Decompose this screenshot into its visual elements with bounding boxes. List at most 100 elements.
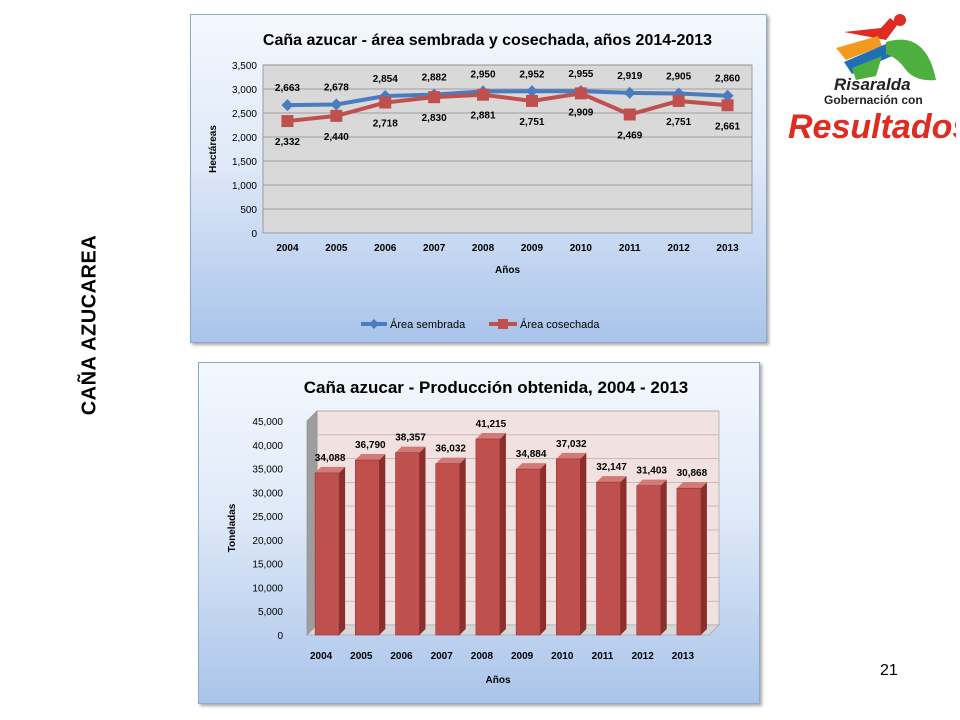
- production-chart-panel: Caña azucar - Producción obtenida, 2004 …: [198, 362, 760, 704]
- gridline-side: [306, 410, 318, 422]
- y-tick-label: 30,000: [252, 488, 283, 499]
- x-tick-label: 2011: [592, 651, 614, 662]
- data-label: 2,661: [715, 121, 740, 132]
- data-label: 2,663: [275, 83, 300, 94]
- data-label: 2,718: [373, 119, 398, 130]
- data-label: 2,440: [324, 132, 349, 143]
- data-point: [672, 94, 685, 107]
- data-label: 36,790: [355, 440, 386, 451]
- bar-top: [435, 457, 466, 464]
- x-tick-label: 2006: [390, 651, 413, 662]
- data-point: [330, 109, 343, 122]
- data-label: 34,088: [315, 453, 346, 464]
- data-label: 37,032: [556, 439, 587, 450]
- data-label: 2,751: [519, 117, 544, 128]
- chart-title: Caña azucar - área sembrada y cosechada,…: [263, 32, 712, 49]
- data-label: 2,909: [568, 107, 593, 118]
- data-label: 30,868: [677, 468, 708, 479]
- x-tick-label: 2005: [325, 243, 348, 254]
- y-tick-label: 3,000: [232, 85, 257, 96]
- data-label: 2,905: [666, 72, 691, 83]
- y-tick-label: 0: [251, 229, 257, 240]
- y-tick-label: 45,000: [252, 417, 283, 428]
- x-tick-label: 2009: [521, 243, 544, 254]
- y-tick-label: 2,000: [232, 133, 257, 144]
- data-label: 2,860: [715, 74, 740, 85]
- data-label: 2,854: [373, 74, 398, 85]
- chart-title: Caña azucar - Producción obtenida, 2004 …: [304, 378, 689, 397]
- data-label: 2,881: [471, 111, 496, 122]
- data-label: 2,332: [275, 137, 300, 148]
- y-tick-label: 35,000: [252, 465, 283, 476]
- bar: [355, 459, 380, 636]
- risaralda-logo-graphic: Risaralda Gobernación con Resultados: [788, 14, 960, 146]
- data-point: [281, 115, 294, 128]
- data-point: [428, 91, 441, 104]
- gridline-side: [306, 458, 318, 469]
- y-tick-label: 3,500: [232, 61, 257, 72]
- legend-label: Área sembrada: [390, 318, 466, 331]
- x-tick-label: 2013: [672, 651, 695, 662]
- x-tick-label: 2012: [668, 243, 691, 254]
- data-point: [623, 108, 636, 121]
- side-title: CAÑA AZUCAREA: [70, 210, 110, 440]
- bar-side: [660, 479, 667, 635]
- data-point: [721, 89, 734, 102]
- data-label: 32,147: [596, 462, 627, 473]
- y-tick-label: 20,000: [252, 536, 283, 547]
- data-point: [623, 86, 636, 99]
- legend-marker-cosechada: [498, 319, 508, 329]
- bar-top: [556, 452, 587, 459]
- bar-top: [355, 454, 386, 461]
- bar-side: [379, 454, 386, 635]
- bar-top: [475, 432, 506, 439]
- x-axis-label: Años: [486, 675, 511, 686]
- data-label: 31,403: [636, 466, 667, 477]
- data-point: [574, 87, 587, 100]
- data-point: [525, 85, 538, 98]
- bar-top: [676, 482, 707, 489]
- gridline-side: [306, 434, 318, 445]
- data-label: 34,884: [516, 449, 547, 460]
- production-bar-chart: Caña azucar - Producción obtenida, 2004 …: [227, 378, 720, 686]
- bar: [676, 487, 702, 636]
- logo-line2: Gobernación con: [824, 93, 923, 107]
- bar: [435, 463, 460, 636]
- x-tick-label: 2004: [276, 243, 299, 254]
- x-tick-label: 2011: [619, 243, 641, 254]
- data-point: [721, 99, 734, 112]
- x-axis-label: Años: [495, 265, 520, 276]
- series-line-cosechada: [287, 91, 728, 124]
- bar-side: [419, 446, 426, 635]
- x-tick-label: 2004: [310, 651, 333, 662]
- legend-label: Área cosechada: [520, 318, 600, 331]
- x-tick-label: 2010: [570, 243, 593, 254]
- y-tick-label: 10,000: [252, 583, 283, 594]
- data-label: 2,955: [568, 69, 593, 80]
- risaralda-logo: Risaralda Gobernación con Resultados: [786, 10, 960, 150]
- x-tick-label: 2008: [471, 651, 494, 662]
- y-tick-label: 1,500: [232, 157, 257, 168]
- x-tick-label: 2007: [431, 651, 454, 662]
- data-point: [477, 88, 490, 101]
- data-point: [525, 94, 538, 107]
- y-tick-label: 1,000: [232, 181, 257, 192]
- y-axis-label: Hectáreas: [208, 125, 219, 173]
- bar-top: [395, 446, 426, 453]
- bar-side: [540, 463, 547, 635]
- y-axis-label: Toneladas: [227, 503, 238, 552]
- bar: [475, 438, 501, 636]
- y-tick-label: 5,000: [258, 607, 283, 618]
- bar-side: [580, 452, 587, 635]
- bar-side: [499, 432, 506, 635]
- area-chart-panel: Caña azucar - área sembrada y cosechada,…: [190, 14, 767, 343]
- area-line-chart: Caña azucar - área sembrada y cosechada,…: [208, 32, 753, 331]
- data-label: 2,830: [422, 113, 447, 124]
- x-tick-label: 2007: [423, 243, 446, 254]
- slide-number: 21: [880, 662, 898, 679]
- data-label: 2,919: [617, 71, 642, 82]
- data-point: [379, 96, 392, 109]
- legend-marker-sembrada: [369, 319, 379, 329]
- x-tick-label: 2013: [716, 243, 739, 254]
- x-tick-label: 2008: [472, 243, 495, 254]
